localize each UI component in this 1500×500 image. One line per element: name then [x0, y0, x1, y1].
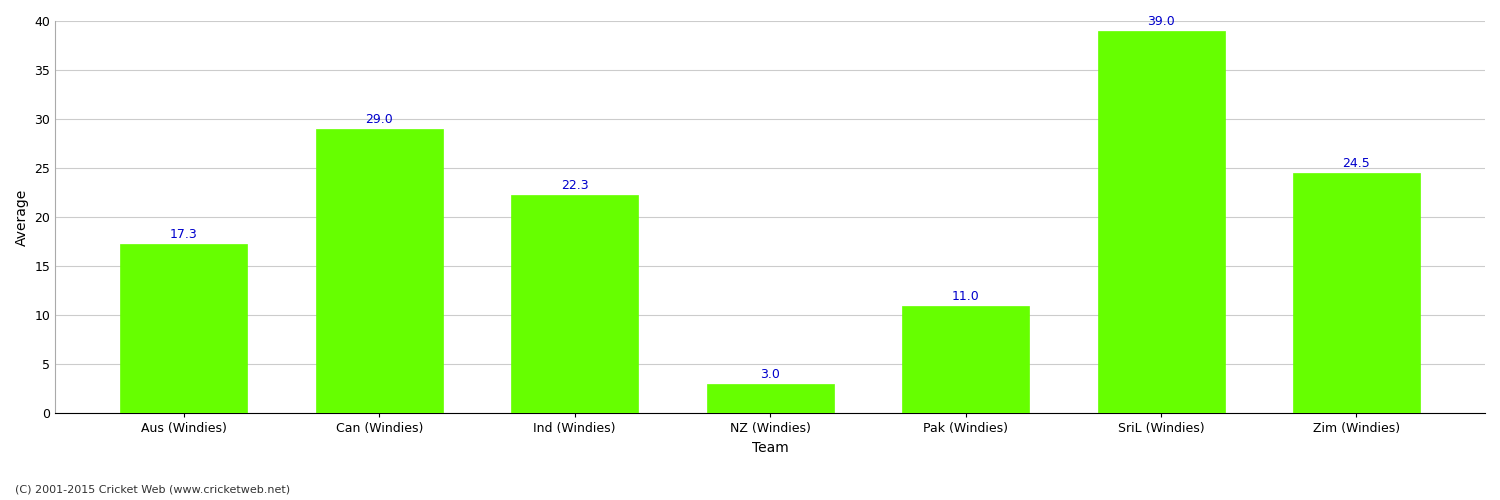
- Bar: [1098, 31, 1224, 413]
- X-axis label: Team: Team: [752, 441, 789, 455]
- Bar: [902, 306, 1029, 414]
- Y-axis label: Average: Average: [15, 188, 28, 246]
- Text: 29.0: 29.0: [366, 113, 393, 126]
- Bar: [1293, 173, 1420, 414]
- Bar: [512, 195, 638, 414]
- Text: 22.3: 22.3: [561, 179, 588, 192]
- Text: 11.0: 11.0: [951, 290, 980, 302]
- Bar: [315, 129, 442, 414]
- Text: 3.0: 3.0: [760, 368, 780, 381]
- Bar: [706, 384, 834, 414]
- Text: (C) 2001-2015 Cricket Web (www.cricketweb.net): (C) 2001-2015 Cricket Web (www.cricketwe…: [15, 485, 290, 495]
- Bar: [120, 244, 248, 414]
- Text: 24.5: 24.5: [1342, 158, 1371, 170]
- Text: 17.3: 17.3: [170, 228, 198, 241]
- Text: 39.0: 39.0: [1148, 15, 1174, 28]
